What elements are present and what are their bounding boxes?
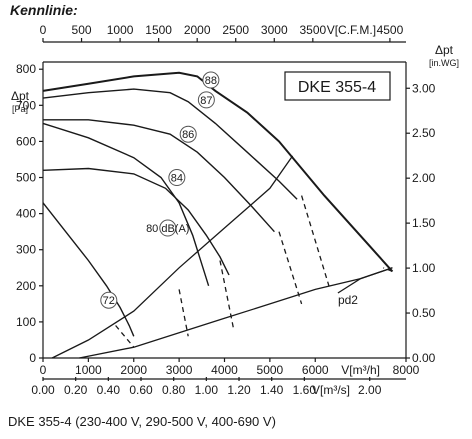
chart-title-box [284,71,391,101]
x-bottom2-tick-label-8: 1.60 [293,383,317,397]
x-bottom2-tick-label-7: 1.40 [260,383,284,397]
curve-label-2: 86 [182,129,194,141]
chart-heading: Kennlinie: [10,2,78,18]
y-left-tick-label-3: 300 [16,243,36,257]
y-left-tick-label-1: 100 [16,315,36,329]
y-right-axis-label: Δpt [435,43,454,57]
x-top-tick-label-2: 1000 [107,23,134,37]
x-bottom-tick-label-6: 6000 [302,363,329,377]
y-left-tick-label-8: 800 [16,62,36,76]
curve-label-circle-0 [202,71,220,89]
y-left-tick-label-4: 400 [16,207,36,221]
curve-label-3: 84 [171,173,183,185]
fan-characteristic-chart: 0100200300400500600700800Δpt[Pa]0.000.50… [11,23,459,397]
y-right-tick-label-2: 1.00 [412,261,436,275]
chart-curves [42,71,394,359]
x-top-tick-label-6: 3000 [261,23,288,37]
curve-label-1: 87 [200,95,212,107]
y-right-tick-label-3: 1.50 [412,216,436,230]
y-right-tick-label-5: 2.50 [412,126,436,140]
chart-caption: DKE 355-4 (230-400 V, 290-500 V, 400-690… [8,414,276,429]
x-bottom2-axis-label: V[m³/s] [312,383,350,397]
operating-limit-1 [178,289,189,337]
curve-3 [42,167,230,276]
chart-labels: DKE 355-4 88 87 86 84 80 dB(A) 72 pd2 [100,71,391,309]
y-left-axis-label: Δpt [11,89,30,103]
curve-label-5: 72 [103,295,115,307]
system-curve-2 [337,267,393,294]
x-bottom-tick-label-2: 2000 [120,363,147,377]
y-left-axis-unit: [Pa] [12,104,28,114]
operating-limit-2 [219,260,235,330]
x-bottom-axis-label: V[m³/h] [341,363,380,377]
curve-label-circle-1 [197,91,215,109]
x-bottom2-tick-label-0: 0.00 [31,383,55,397]
x-bottom2-tick-label-6: 1.20 [227,383,251,397]
curve-1 [42,88,298,200]
curve-0 [42,71,394,273]
chart-axes: 0100200300400500600700800Δpt[Pa]0.000.50… [11,23,459,397]
curve-label-4: 80 dB(A) [146,223,189,235]
x-top-axis-label: V[C.F.M.] [327,23,376,37]
y-left-tick-label-0: 0 [29,351,36,365]
x-bottom-tick-label-3: 3000 [166,363,193,377]
x-bottom2-tick-label-2: 0.40 [97,383,121,397]
x-top-tick-label-3: 1500 [145,23,172,37]
x-bottom2-tick-label-4: 0.80 [162,383,186,397]
x-top-tick-label-0: 0 [40,23,47,37]
x-bottom2-tick-label-1: 0.20 [64,383,88,397]
y-left-tick-label-7: 700 [16,98,36,112]
operating-limit-4 [300,195,330,286]
x-top-tick-label-4: 2000 [184,23,211,37]
y-left-tick-label-5: 500 [16,171,36,185]
y-left-tick-label-2: 200 [16,279,36,293]
x-top-tick-label-8: 4500 [377,23,404,37]
y-right-tick-label-1: 0.50 [412,306,436,320]
y-left-tick-label-6: 600 [16,134,36,148]
system-curve-1 [51,155,294,359]
x-bottom2-tick-label-3: 0.60 [129,383,153,397]
curve-label-circle-4 [159,219,177,237]
x-bottom-tick-label-1: 1000 [75,363,102,377]
curve-label-circle-5 [100,291,118,309]
curve-label-0: 88 [205,75,217,87]
curve-5 [42,202,135,337]
pd2-label: pd2 [338,293,358,307]
x-top-tick-label-5: 2500 [222,23,249,37]
x-bottom-tick-label-0: 0 [40,363,47,377]
x-bottom2-tick-label-9: 2.00 [358,383,382,397]
operating-limit-0 [115,325,135,348]
curve-2 [43,119,275,233]
curve-label-circle-3 [168,169,186,187]
y-right-tick-label-4: 2.00 [412,171,436,185]
x-bottom-tick-label-7: 8000 [393,363,420,377]
x-bottom-tick-label-5: 5000 [257,363,284,377]
y-right-tick-label-6: 3.00 [412,81,436,95]
system-curve-0 [79,267,393,359]
x-top-tick-label-7: 3500 [299,23,326,37]
x-bottom2-tick-label-5: 1.00 [195,383,219,397]
curve-label-circle-2 [179,125,197,143]
x-top-tick-label-1: 500 [72,23,92,37]
chart-title: DKE 355-4 [298,79,376,96]
y-right-tick-label-0: 0.00 [412,351,436,365]
y-right-axis-unit: [in.WG] [429,58,459,68]
curve-4 [42,122,210,287]
x-bottom-tick-label-4: 4000 [211,363,238,377]
operating-limit-3 [278,231,303,305]
